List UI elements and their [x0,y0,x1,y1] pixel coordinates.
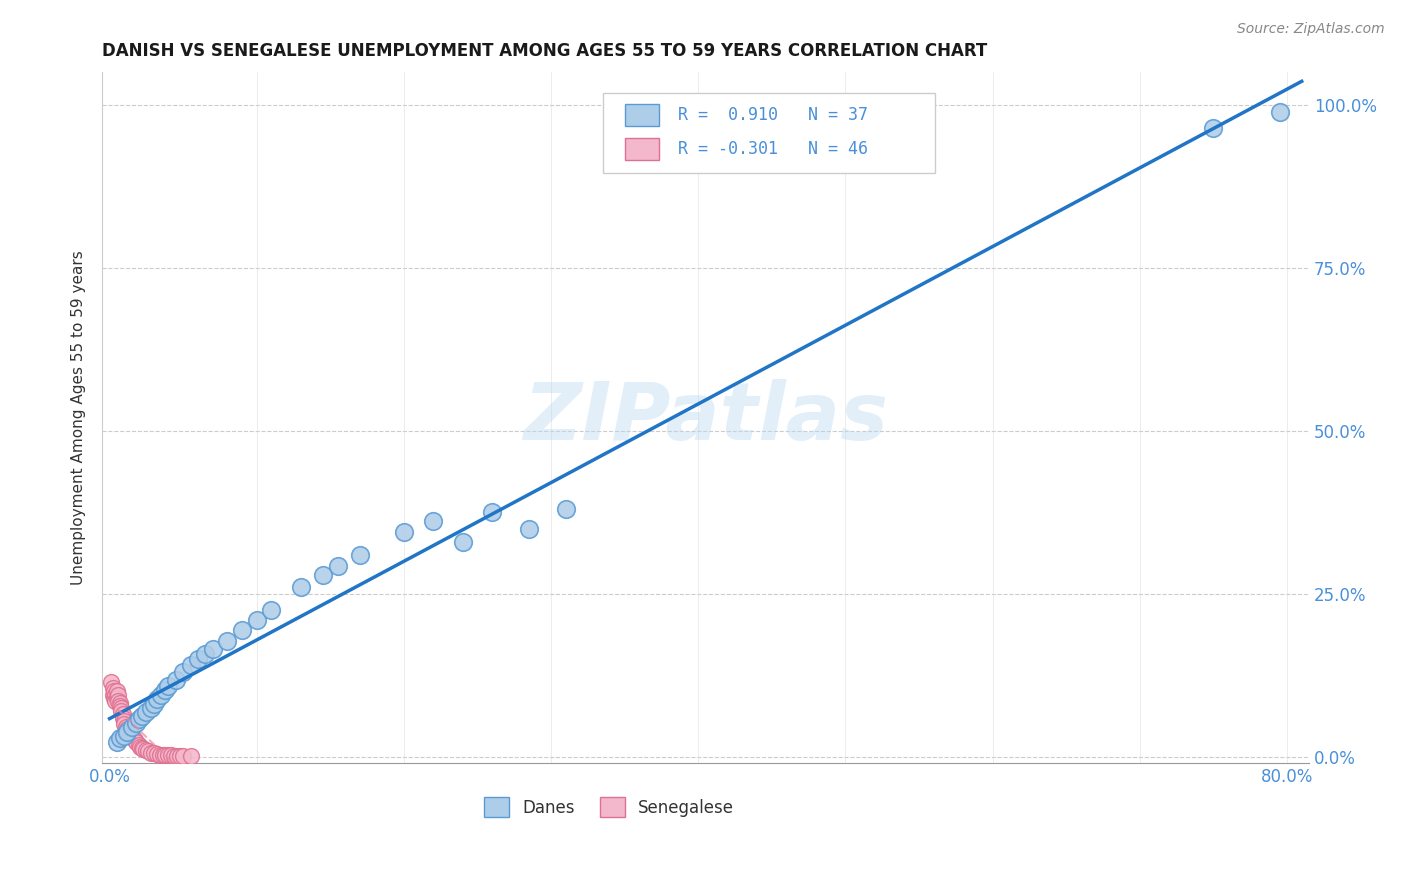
Point [120,727,142,741]
Point [139,700,162,714]
Point [142,747,165,761]
Point [125,735,148,749]
Point [422,514,444,528]
Point [326,559,349,574]
Legend: Danes, Senegalese: Danes, Senegalese [478,790,741,824]
Point [554,502,576,516]
Point [101,688,124,702]
Point [114,720,136,734]
Text: ZIPatlas: ZIPatlas [523,379,889,457]
Point [128,738,150,752]
Point [155,683,177,698]
Point [110,704,132,718]
Point [142,698,165,712]
Point [115,724,138,739]
Point [135,743,157,757]
Point [201,642,224,657]
Point [131,709,153,723]
Point [105,690,128,705]
Text: R = -0.301   N = 46: R = -0.301 N = 46 [678,140,868,158]
FancyBboxPatch shape [603,93,935,172]
Point [103,690,125,705]
Point [108,698,131,713]
Point [172,665,194,679]
Point [136,744,159,758]
Point [157,748,180,763]
Point [163,748,186,763]
Point [105,684,128,698]
Point [246,613,269,627]
Point [104,694,127,708]
Point [349,548,371,562]
Point [115,723,138,737]
Point [105,735,128,749]
Point [108,731,131,746]
Point [481,505,503,519]
Y-axis label: Unemployment Among Ages 55 to 59 years: Unemployment Among Ages 55 to 59 years [72,251,86,585]
Point [100,674,122,689]
Point [129,739,152,754]
Point [124,733,146,747]
Point [180,748,202,763]
Point [149,747,172,762]
Point [111,710,134,724]
Point [451,534,474,549]
Text: R =  0.910   N = 37: R = 0.910 N = 37 [678,105,868,124]
Point [107,688,129,702]
Text: DANISH VS SENEGALESE UNEMPLOYMENT AMONG AGES 55 TO 59 YEARS CORRELATION CHART: DANISH VS SENEGALESE UNEMPLOYMENT AMONG … [103,42,987,60]
Point [157,679,180,693]
Point [112,717,135,731]
Point [145,692,167,706]
Point [152,747,174,762]
Point [166,748,188,763]
FancyBboxPatch shape [624,103,658,126]
Point [121,720,143,734]
Point [150,688,173,702]
Point [104,688,127,702]
Point [165,673,187,687]
Point [169,748,191,763]
Point [110,700,132,714]
Point [131,741,153,756]
Point [111,707,134,722]
Point [160,748,183,763]
Point [122,731,145,746]
Point [290,580,312,594]
Point [132,741,155,756]
Point [118,724,141,739]
Point [1268,104,1291,119]
Point [139,746,162,760]
Point [128,712,150,726]
Point [107,694,129,708]
Point [101,681,124,696]
Point [108,696,131,710]
FancyBboxPatch shape [624,138,658,161]
Point [145,747,167,761]
Point [392,524,415,539]
Point [180,658,202,673]
Point [1202,120,1225,135]
Point [517,522,540,536]
Point [155,748,177,763]
Point [194,647,217,661]
Point [187,652,209,666]
Text: Source: ZipAtlas.com: Source: ZipAtlas.com [1237,22,1385,37]
Point [103,684,125,698]
Point [231,623,253,637]
Point [312,568,335,582]
Point [112,714,135,728]
Point [112,729,135,743]
Point [125,715,148,730]
Point [217,633,239,648]
Point [260,603,283,617]
Point [135,706,157,720]
Point [121,730,143,744]
Point [172,748,194,763]
